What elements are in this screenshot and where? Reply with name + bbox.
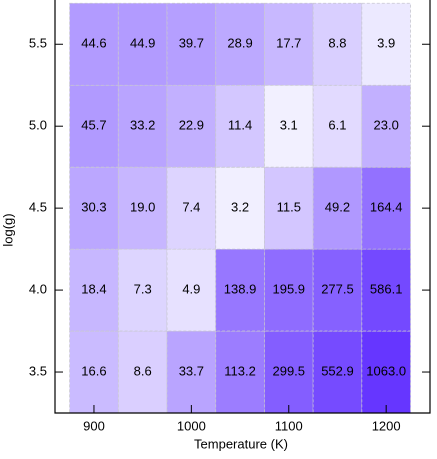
cell-label: 4.9	[182, 282, 200, 297]
heat-cell	[117, 248, 168, 332]
heat-cell	[264, 2, 314, 86]
cell-label: 33.7	[179, 363, 204, 378]
heat-cell	[361, 84, 411, 168]
cell-label: 552.9	[321, 363, 354, 378]
heat-cell	[69, 166, 119, 250]
x-tick-label: 1100	[275, 418, 303, 433]
heat-cell	[215, 248, 265, 332]
cell-label: 6.1	[328, 118, 346, 133]
heat-cell	[166, 2, 217, 86]
cell-label: 28.9	[227, 36, 252, 51]
cell-label: 8.8	[328, 36, 346, 51]
cell-label: 3.2	[231, 200, 249, 215]
heat-cell	[361, 2, 411, 86]
heat-cell	[166, 330, 217, 414]
cell-label: 11.4	[228, 118, 252, 133]
cell-label: 39.7	[179, 36, 204, 51]
cell-label: 30.3	[81, 200, 106, 215]
heat-cell	[69, 2, 119, 86]
cell-label: 7.4	[182, 200, 200, 215]
y-tick-label: 5.5	[29, 36, 47, 51]
cell-label: 138.9	[224, 282, 257, 297]
heat-cell	[215, 330, 265, 414]
heat-cell	[166, 166, 217, 250]
x-tick-label: 1000	[177, 418, 206, 433]
cell-label: 44.6	[81, 36, 106, 51]
heat-cell	[215, 84, 265, 168]
cell-label: 8.6	[134, 363, 152, 378]
cell-label: 3.1	[280, 118, 298, 133]
heat-cell	[264, 248, 314, 332]
cell-label: 33.2	[130, 118, 155, 133]
cell-label: 1063.0	[366, 363, 406, 378]
cell-label: 23.0	[374, 118, 399, 133]
cells	[69, 2, 411, 414]
y-tick-label: 3.5	[29, 363, 47, 378]
y-tick-label: 4.0	[29, 282, 47, 297]
cell-label: 49.2	[325, 200, 350, 215]
x-tick-label: 1200	[372, 418, 401, 433]
heat-cell	[312, 330, 363, 414]
y-tick-label: 4.5	[29, 200, 47, 215]
cell-label: 22.9	[179, 118, 204, 133]
cell-label: 113.2	[224, 363, 256, 378]
heat-cell	[264, 84, 314, 168]
heat-cell	[215, 2, 265, 86]
heat-cell	[117, 84, 168, 168]
heat-cell	[264, 330, 314, 414]
cell-label: 18.4	[81, 282, 106, 297]
cell-label: 7.3	[134, 282, 152, 297]
heat-cell	[117, 2, 168, 86]
heat-cell	[69, 330, 119, 414]
heat-cell	[69, 248, 119, 332]
cell-label: 44.9	[130, 36, 155, 51]
axis-frame	[54, 0, 431, 414]
heat-cell	[264, 166, 314, 250]
heat-cell	[69, 84, 119, 168]
cell-label: 19.0	[130, 200, 155, 215]
heat-cell	[312, 248, 363, 332]
y-tick-label: 5.0	[29, 118, 47, 133]
cell-label: 17.7	[276, 36, 301, 51]
cell-label: 164.4	[370, 200, 403, 215]
heat-cell	[166, 248, 217, 332]
heat-cell	[361, 330, 411, 414]
heat-cell	[312, 84, 363, 168]
cell-label: 3.9	[377, 36, 395, 51]
x-axis-title: Temperature (K)	[194, 436, 288, 451]
cell-label: 195.9	[272, 282, 305, 297]
heat-cell	[361, 166, 411, 250]
cell-label: 16.6	[81, 363, 106, 378]
heat-cell	[361, 248, 411, 332]
cell-label: 586.1	[370, 282, 403, 297]
x-tick-label: 900	[83, 418, 105, 433]
heat-cell	[215, 166, 265, 250]
heat-cell	[312, 2, 363, 86]
cell-label: 277.5	[321, 282, 354, 297]
heat-cell	[117, 166, 168, 250]
cell-label: 45.7	[81, 118, 106, 133]
heat-cell	[117, 330, 168, 414]
cell-label: 299.5	[272, 363, 305, 378]
heat-cell	[312, 166, 363, 250]
heat-cell	[166, 84, 217, 168]
cell-label: 11.5	[277, 200, 301, 215]
y-axis-title: log(g)	[0, 213, 15, 246]
